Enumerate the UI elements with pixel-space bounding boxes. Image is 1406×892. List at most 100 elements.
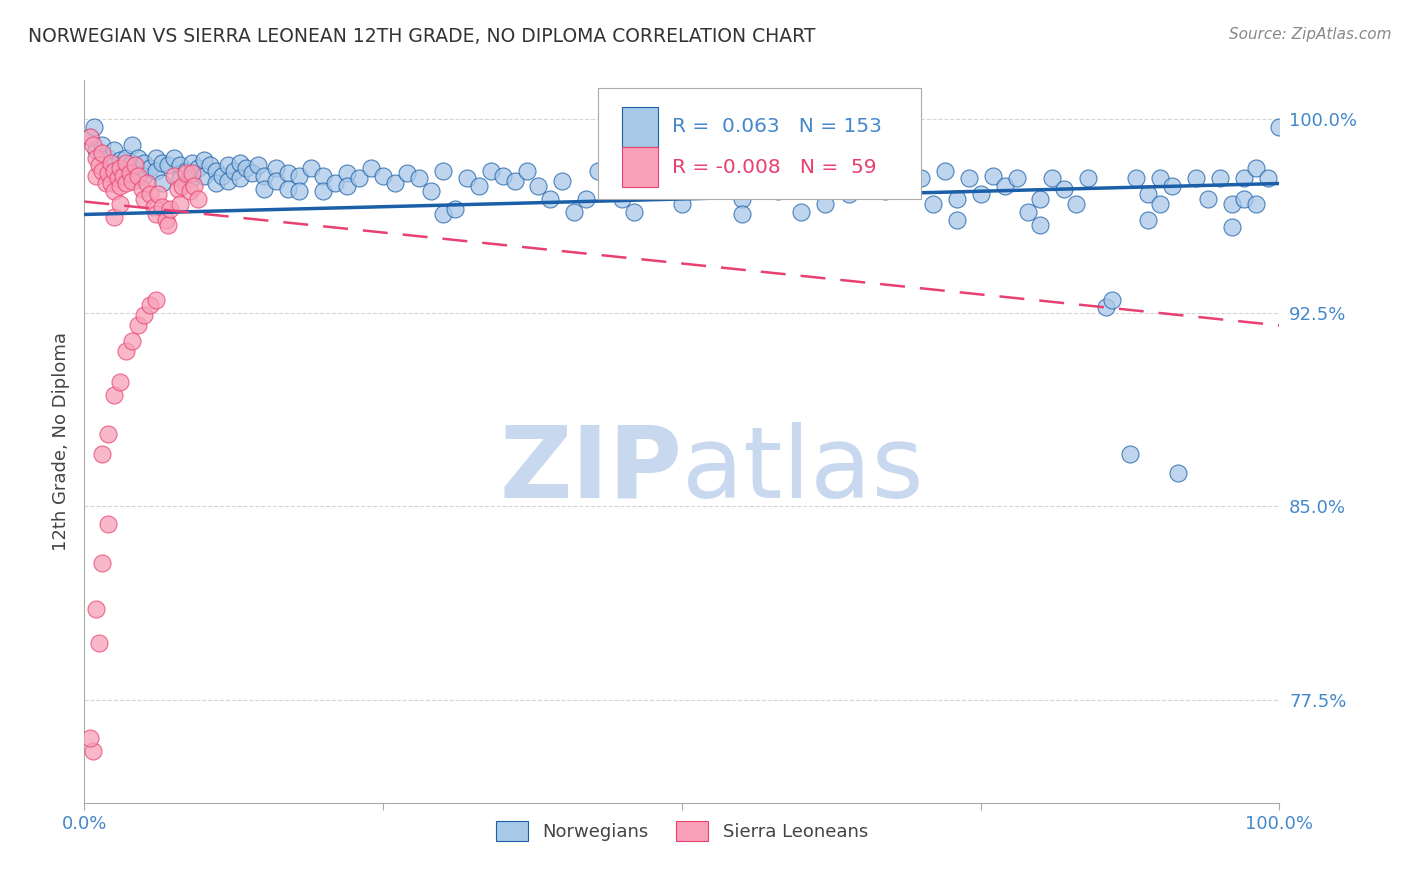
Point xyxy=(211,169,233,183)
Text: NORWEGIAN VS SIERRA LEONEAN 12TH GRADE, NO DIPLOMA CORRELATION CHART: NORWEGIAN VS SIERRA LEONEAN 12TH GRADE, … xyxy=(28,27,815,45)
Point xyxy=(139,298,162,312)
Point xyxy=(1053,181,1076,195)
Point xyxy=(827,171,849,186)
Point xyxy=(91,145,114,160)
FancyBboxPatch shape xyxy=(599,87,921,200)
Point xyxy=(97,166,120,180)
Point xyxy=(150,200,173,214)
Point xyxy=(86,602,108,616)
Point xyxy=(205,163,228,178)
Point xyxy=(755,174,778,188)
Point xyxy=(187,192,209,206)
Point xyxy=(588,163,610,178)
Point xyxy=(110,375,132,389)
Point xyxy=(183,179,205,194)
Point xyxy=(1209,171,1232,186)
Point xyxy=(163,151,186,165)
Point xyxy=(148,186,170,201)
Point xyxy=(396,166,419,180)
Point xyxy=(91,137,114,152)
Point xyxy=(1029,218,1052,232)
Point xyxy=(1119,447,1142,461)
Point xyxy=(139,161,162,175)
Point xyxy=(516,163,538,178)
Point xyxy=(264,161,287,175)
Point xyxy=(1018,205,1040,219)
Point xyxy=(111,169,134,183)
Point xyxy=(851,171,873,186)
Point xyxy=(181,171,204,186)
Point xyxy=(103,388,125,402)
Point xyxy=(127,318,149,333)
Point xyxy=(110,153,132,168)
Point xyxy=(110,197,132,211)
Point xyxy=(492,169,515,183)
Point xyxy=(731,207,754,221)
Y-axis label: 12th Grade, No Diploma: 12th Grade, No Diploma xyxy=(52,332,70,551)
Point xyxy=(157,158,180,172)
Point xyxy=(97,517,120,532)
Point xyxy=(121,334,143,348)
Point xyxy=(420,184,443,198)
Point xyxy=(166,181,188,195)
Point xyxy=(373,169,395,183)
Point xyxy=(115,151,138,165)
FancyBboxPatch shape xyxy=(623,147,658,187)
Point xyxy=(779,163,801,178)
Legend: Norwegians, Sierra Leoneans: Norwegians, Sierra Leoneans xyxy=(488,814,876,848)
Point xyxy=(240,166,263,180)
Point xyxy=(838,186,860,201)
Point xyxy=(336,179,359,194)
Point xyxy=(107,171,129,186)
Point xyxy=(193,169,215,183)
Point xyxy=(86,151,108,165)
Point xyxy=(145,207,167,221)
Point xyxy=(142,200,165,214)
Point xyxy=(150,156,173,170)
Point xyxy=(163,169,186,183)
Point xyxy=(1161,179,1184,194)
Point xyxy=(1185,171,1208,186)
FancyBboxPatch shape xyxy=(623,107,658,147)
Text: atlas: atlas xyxy=(682,422,924,519)
Point xyxy=(131,181,153,195)
Point xyxy=(432,163,454,178)
Point xyxy=(1137,186,1160,201)
Point xyxy=(97,151,120,165)
Point xyxy=(277,181,299,195)
Point xyxy=(910,171,932,186)
Point xyxy=(623,205,645,219)
Point xyxy=(121,137,143,152)
Point xyxy=(922,197,945,211)
Point xyxy=(1095,301,1118,315)
Point xyxy=(981,169,1004,183)
Point xyxy=(946,212,969,227)
Point xyxy=(695,137,717,152)
Point xyxy=(181,156,204,170)
Point xyxy=(647,163,669,178)
Point xyxy=(145,163,167,178)
Point xyxy=(132,156,156,170)
Point xyxy=(994,179,1017,194)
Point xyxy=(86,169,108,183)
Point xyxy=(934,163,956,178)
Point xyxy=(1066,197,1088,211)
Point xyxy=(121,156,143,170)
Point xyxy=(1257,171,1279,186)
Point xyxy=(503,174,526,188)
Point xyxy=(1125,171,1147,186)
Point xyxy=(187,161,209,175)
Point xyxy=(1167,466,1189,480)
Point xyxy=(82,744,104,758)
Text: R = -0.008   N =  59: R = -0.008 N = 59 xyxy=(672,158,877,177)
Point xyxy=(277,166,299,180)
Point xyxy=(432,207,454,221)
Point xyxy=(1268,120,1291,134)
Point xyxy=(946,192,969,206)
Point xyxy=(683,156,706,170)
Point xyxy=(132,169,156,183)
Point xyxy=(157,218,180,232)
Point xyxy=(121,174,143,188)
Point xyxy=(145,293,167,307)
Point xyxy=(155,212,177,227)
